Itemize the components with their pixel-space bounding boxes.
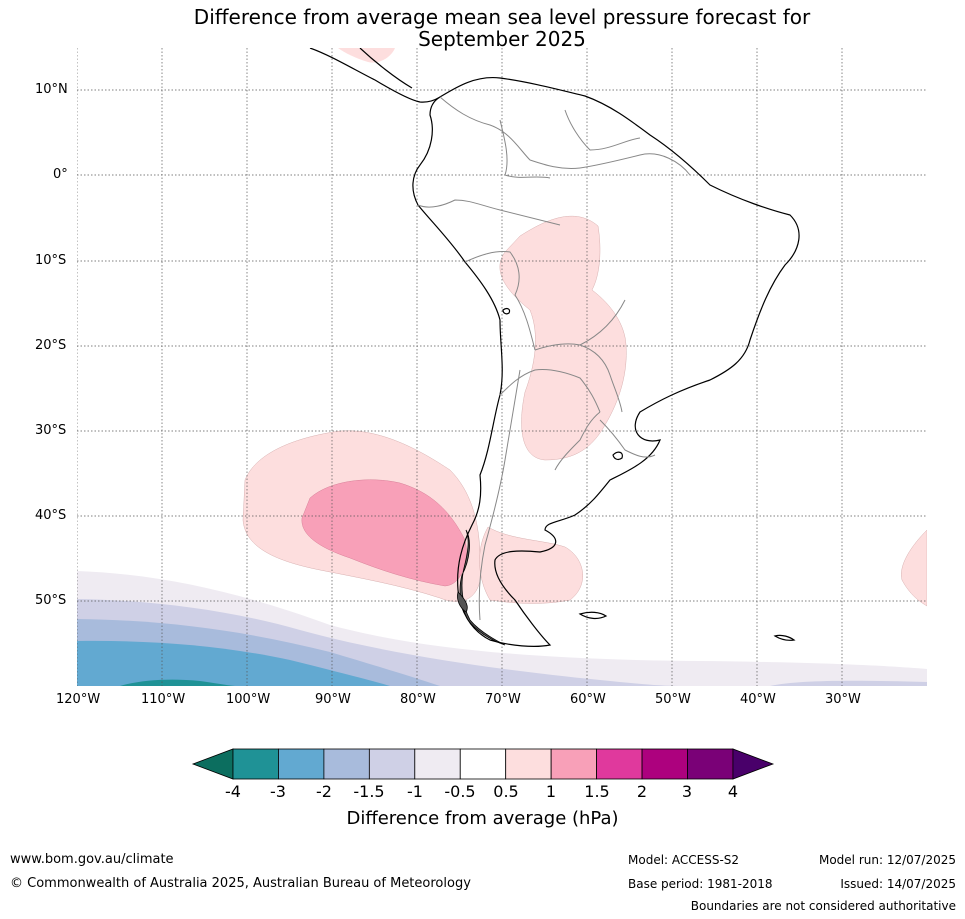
colorbar-swatch [687,748,734,780]
colorbar-swatch [232,748,279,780]
anomaly-band-minus-east [770,680,927,686]
lake-titicaca [502,307,511,315]
colorbar-swatch [505,748,552,780]
model-run-date: Model run: 12/07/2025 [818,853,956,867]
lat-label-30s: 30°S [35,423,67,438]
lon-label-100w: 100°W [226,692,271,707]
model-name: Model: ACCESS-S2 [628,853,740,867]
colorbar-tick: 1.5 [584,782,610,801]
falklands [578,611,608,620]
colorbar-swatch [323,748,370,780]
colorbar-tick: -0.5 [444,782,476,801]
colorbar-swatch [641,748,688,780]
boundaries-disclaimer: Boundaries are not considered authoritat… [690,899,956,913]
colorbar-tick: -3 [270,782,286,801]
website-link[interactable]: www.bom.gov.au/climate [10,852,174,867]
anomaly-interior-plus-0.5 [499,216,627,461]
colorbar-tick: 1 [545,782,557,801]
south-america-coastline [412,76,800,647]
colorbar-swatch [596,748,643,780]
colorbar-under-arrow [191,748,234,780]
copyright-text: © Commonwealth of Australia 2025, Austra… [10,876,471,891]
lon-label-120w: 120°W [56,692,101,707]
base-period: Base period: 1981-2018 [628,877,773,891]
lon-label-80w: 80°W [400,692,436,707]
lagoon-dos-patos [612,451,623,461]
colorbar-tick: -4 [225,782,241,801]
caribbean-coast [359,48,413,89]
lon-label-50w: 50°W [655,692,691,707]
colorbar-swatch [278,748,325,780]
issued-date: Issued: 14/07/2025 [840,877,956,891]
pressure-anomaly-map [77,48,927,686]
lon-label-70w: 70°W [485,692,521,707]
anomaly-band-minus-2 [77,640,390,686]
anomaly-caribbean-plus-0.5 [338,48,395,63]
coastline [309,48,800,647]
colorbar-tick: -2 [316,782,332,801]
anomaly-atlantic-plus-0.5 [901,529,927,607]
lat-label-0: 0° [53,167,68,182]
colorbar-over-arrow [732,748,775,780]
lat-label-10s: 10°S [35,253,67,268]
colorbar-tick: -1.5 [353,782,385,801]
anomaly-band-minus-3 [120,679,235,686]
south-georgia [773,634,796,641]
lat-label-40s: 40°S [35,508,67,523]
central-america-coastline [309,48,441,103]
colorbar-tick: -1 [407,782,423,801]
country-borders [417,96,691,621]
colorbar-tick: 2 [636,782,648,801]
lon-label-60w: 60°W [570,692,606,707]
colorbar-swatch [459,748,507,780]
colorbar-swatch [368,748,416,780]
map-title-line1: Difference from average mean sea level p… [193,5,811,29]
map-title-line2: September 2025 [418,27,586,51]
colorbar-swatch [550,748,597,780]
colorbar-label: Difference from average (hPa) [346,808,619,829]
chilean-archipelago [457,529,506,646]
anomaly-patagonia-plus-0.5 [479,526,583,604]
colorbar [191,748,775,780]
lon-label-110w: 110°W [141,692,186,707]
colorbar-swatch [414,748,461,780]
lat-label-20s: 20°S [35,338,67,353]
lat-label-10n: 10°N [35,82,68,97]
colorbar-tick: 4 [727,782,739,801]
lon-label-90w: 90°W [315,692,351,707]
colorbar-tick: 0.5 [493,782,519,801]
colorbar-tick: 3 [681,782,693,801]
lon-label-30w: 30°W [825,692,861,707]
lon-label-40w: 40°W [740,692,776,707]
lat-label-50s: 50°S [35,593,67,608]
